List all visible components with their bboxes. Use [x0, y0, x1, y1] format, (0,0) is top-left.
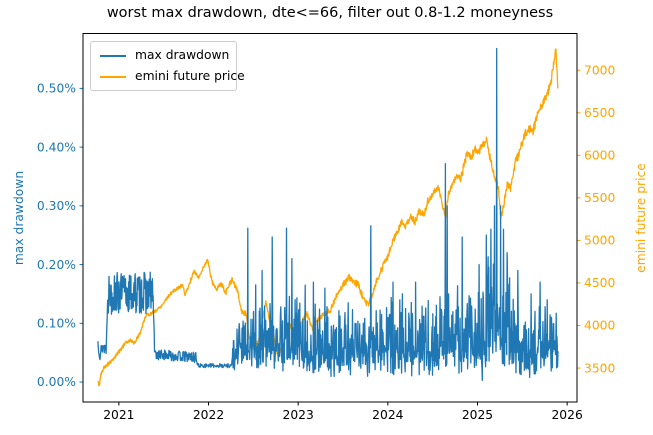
legend: max drawdown emini future price: [90, 41, 245, 91]
y-right-tick-label: 7000: [584, 63, 615, 77]
plot-border: [82, 33, 578, 403]
y-right-tick-label: 4000: [584, 319, 615, 333]
legend-line-swatch-max-drawdown: [100, 54, 126, 57]
legend-item-max-drawdown: max drawdown: [100, 47, 230, 64]
chart-title: worst max drawdown, dte<=66, filter out …: [106, 5, 554, 21]
x-tick-label: 2025: [462, 408, 493, 422]
legend-label-max-drawdown: max drawdown: [135, 48, 230, 62]
y-right-tick-label: 5500: [584, 191, 615, 205]
y-right-tick-label: 3500: [584, 361, 615, 375]
legend-item-emini-future-price: emini future price: [100, 68, 245, 85]
y-right-tick-label: 5000: [584, 234, 615, 248]
y-left-tick-label: 0.00%: [37, 375, 76, 389]
y-left-tick-label: 0.20%: [37, 258, 76, 272]
y-left-tick-label: 0.50%: [37, 82, 76, 96]
x-tick-label: 2024: [372, 408, 403, 422]
legend-line-swatch-emini-future-price: [100, 75, 126, 78]
x-tick-label: 2022: [193, 408, 224, 422]
y-axis-label-left: max drawdown: [12, 170, 26, 266]
y-left-tick-label: 0.30%: [37, 199, 76, 213]
y-right-tick-label: 6500: [584, 106, 615, 120]
y-left-tick-label: 0.10%: [37, 317, 76, 331]
y-right-tick-label: 6000: [584, 149, 615, 163]
series-line-max-drawdown: [97, 47, 559, 381]
x-tick-label: 2021: [103, 408, 134, 422]
series-line-emini-future-price: [97, 48, 559, 387]
y-axis-label-right: emini future price: [634, 163, 648, 273]
y-right-tick-label: 4500: [584, 276, 615, 290]
legend-label-emini-future-price: emini future price: [135, 69, 245, 83]
x-tick-label: 2026: [551, 408, 582, 422]
x-tick-label: 2023: [283, 408, 314, 422]
y-left-tick-label: 0.40%: [37, 140, 76, 154]
